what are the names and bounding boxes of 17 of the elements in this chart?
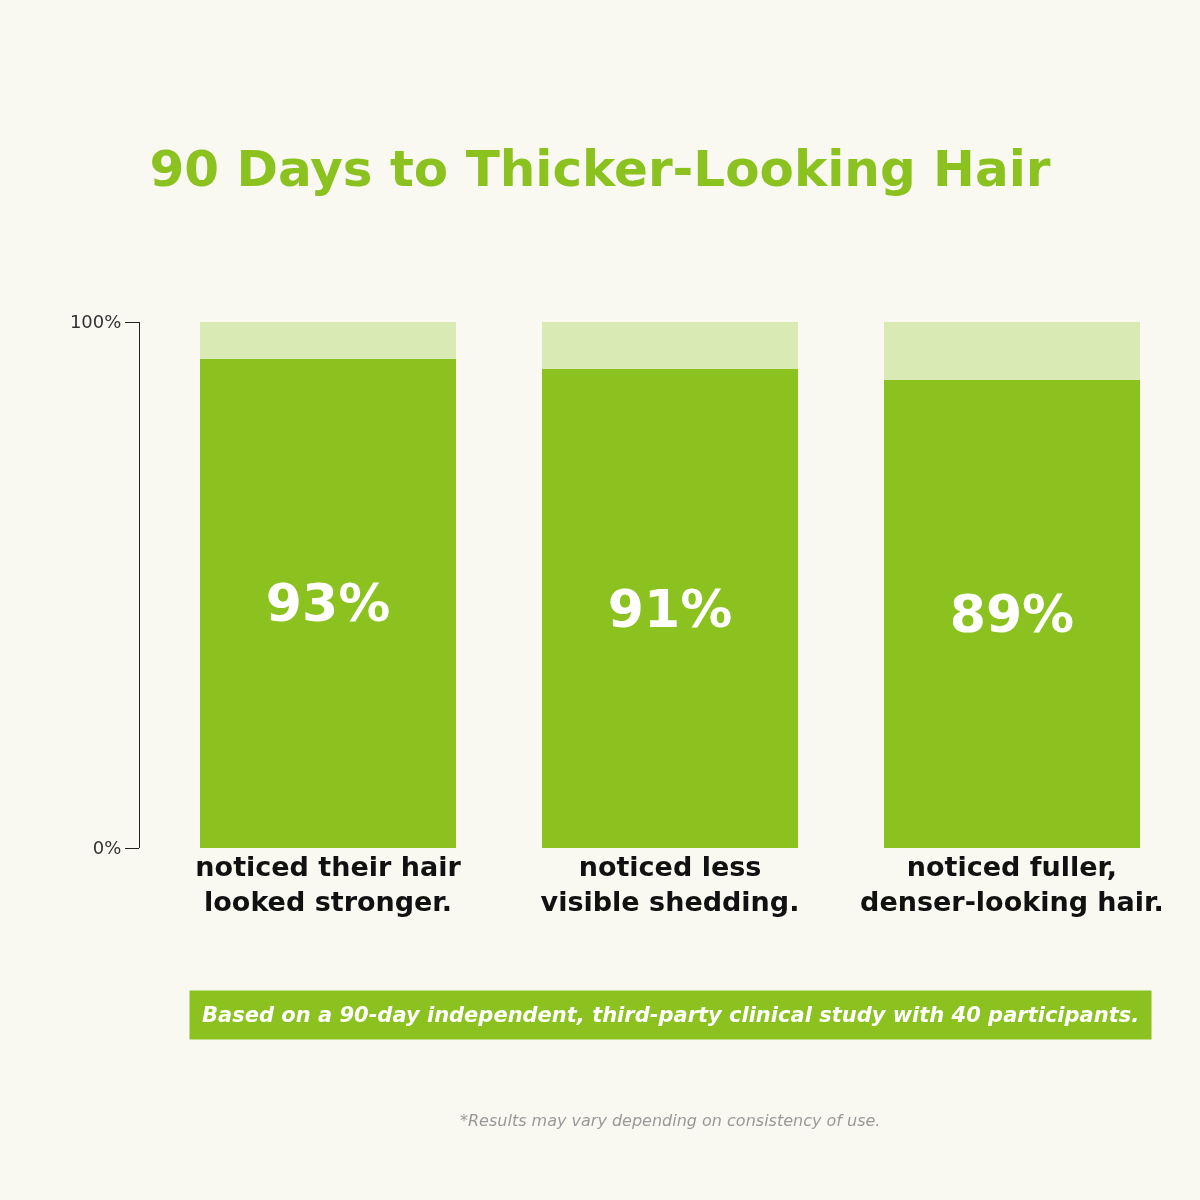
- bar: [199, 358, 457, 848]
- chart-title: 90 Days to Thicker-Looking Hair: [149, 139, 1051, 198]
- data-label: 91%: [607, 578, 733, 639]
- x-tick-label: noticed fuller, denser-looking hair.: [860, 851, 1164, 918]
- data-label: 89%: [949, 583, 1075, 644]
- bar: [883, 322, 1141, 380]
- bar: [199, 322, 457, 359]
- bar: [541, 322, 799, 370]
- bar: [883, 379, 1141, 848]
- bar: [541, 369, 799, 848]
- x-tick-label: noticed their hair looked stronger.: [195, 851, 462, 918]
- text: Based on a 90-day independent, third-party clinical study with 40 participants.: [202, 1003, 1140, 1027]
- y-tick-label: 0%: [92, 837, 122, 859]
- x-tick-label: noticed less visible shedding.: [540, 851, 800, 918]
- data-label: 93%: [265, 573, 391, 634]
- y-tick-label: 100%: [69, 311, 122, 333]
- text: *Results may vary depending on consistency of use.: [460, 1111, 881, 1130]
